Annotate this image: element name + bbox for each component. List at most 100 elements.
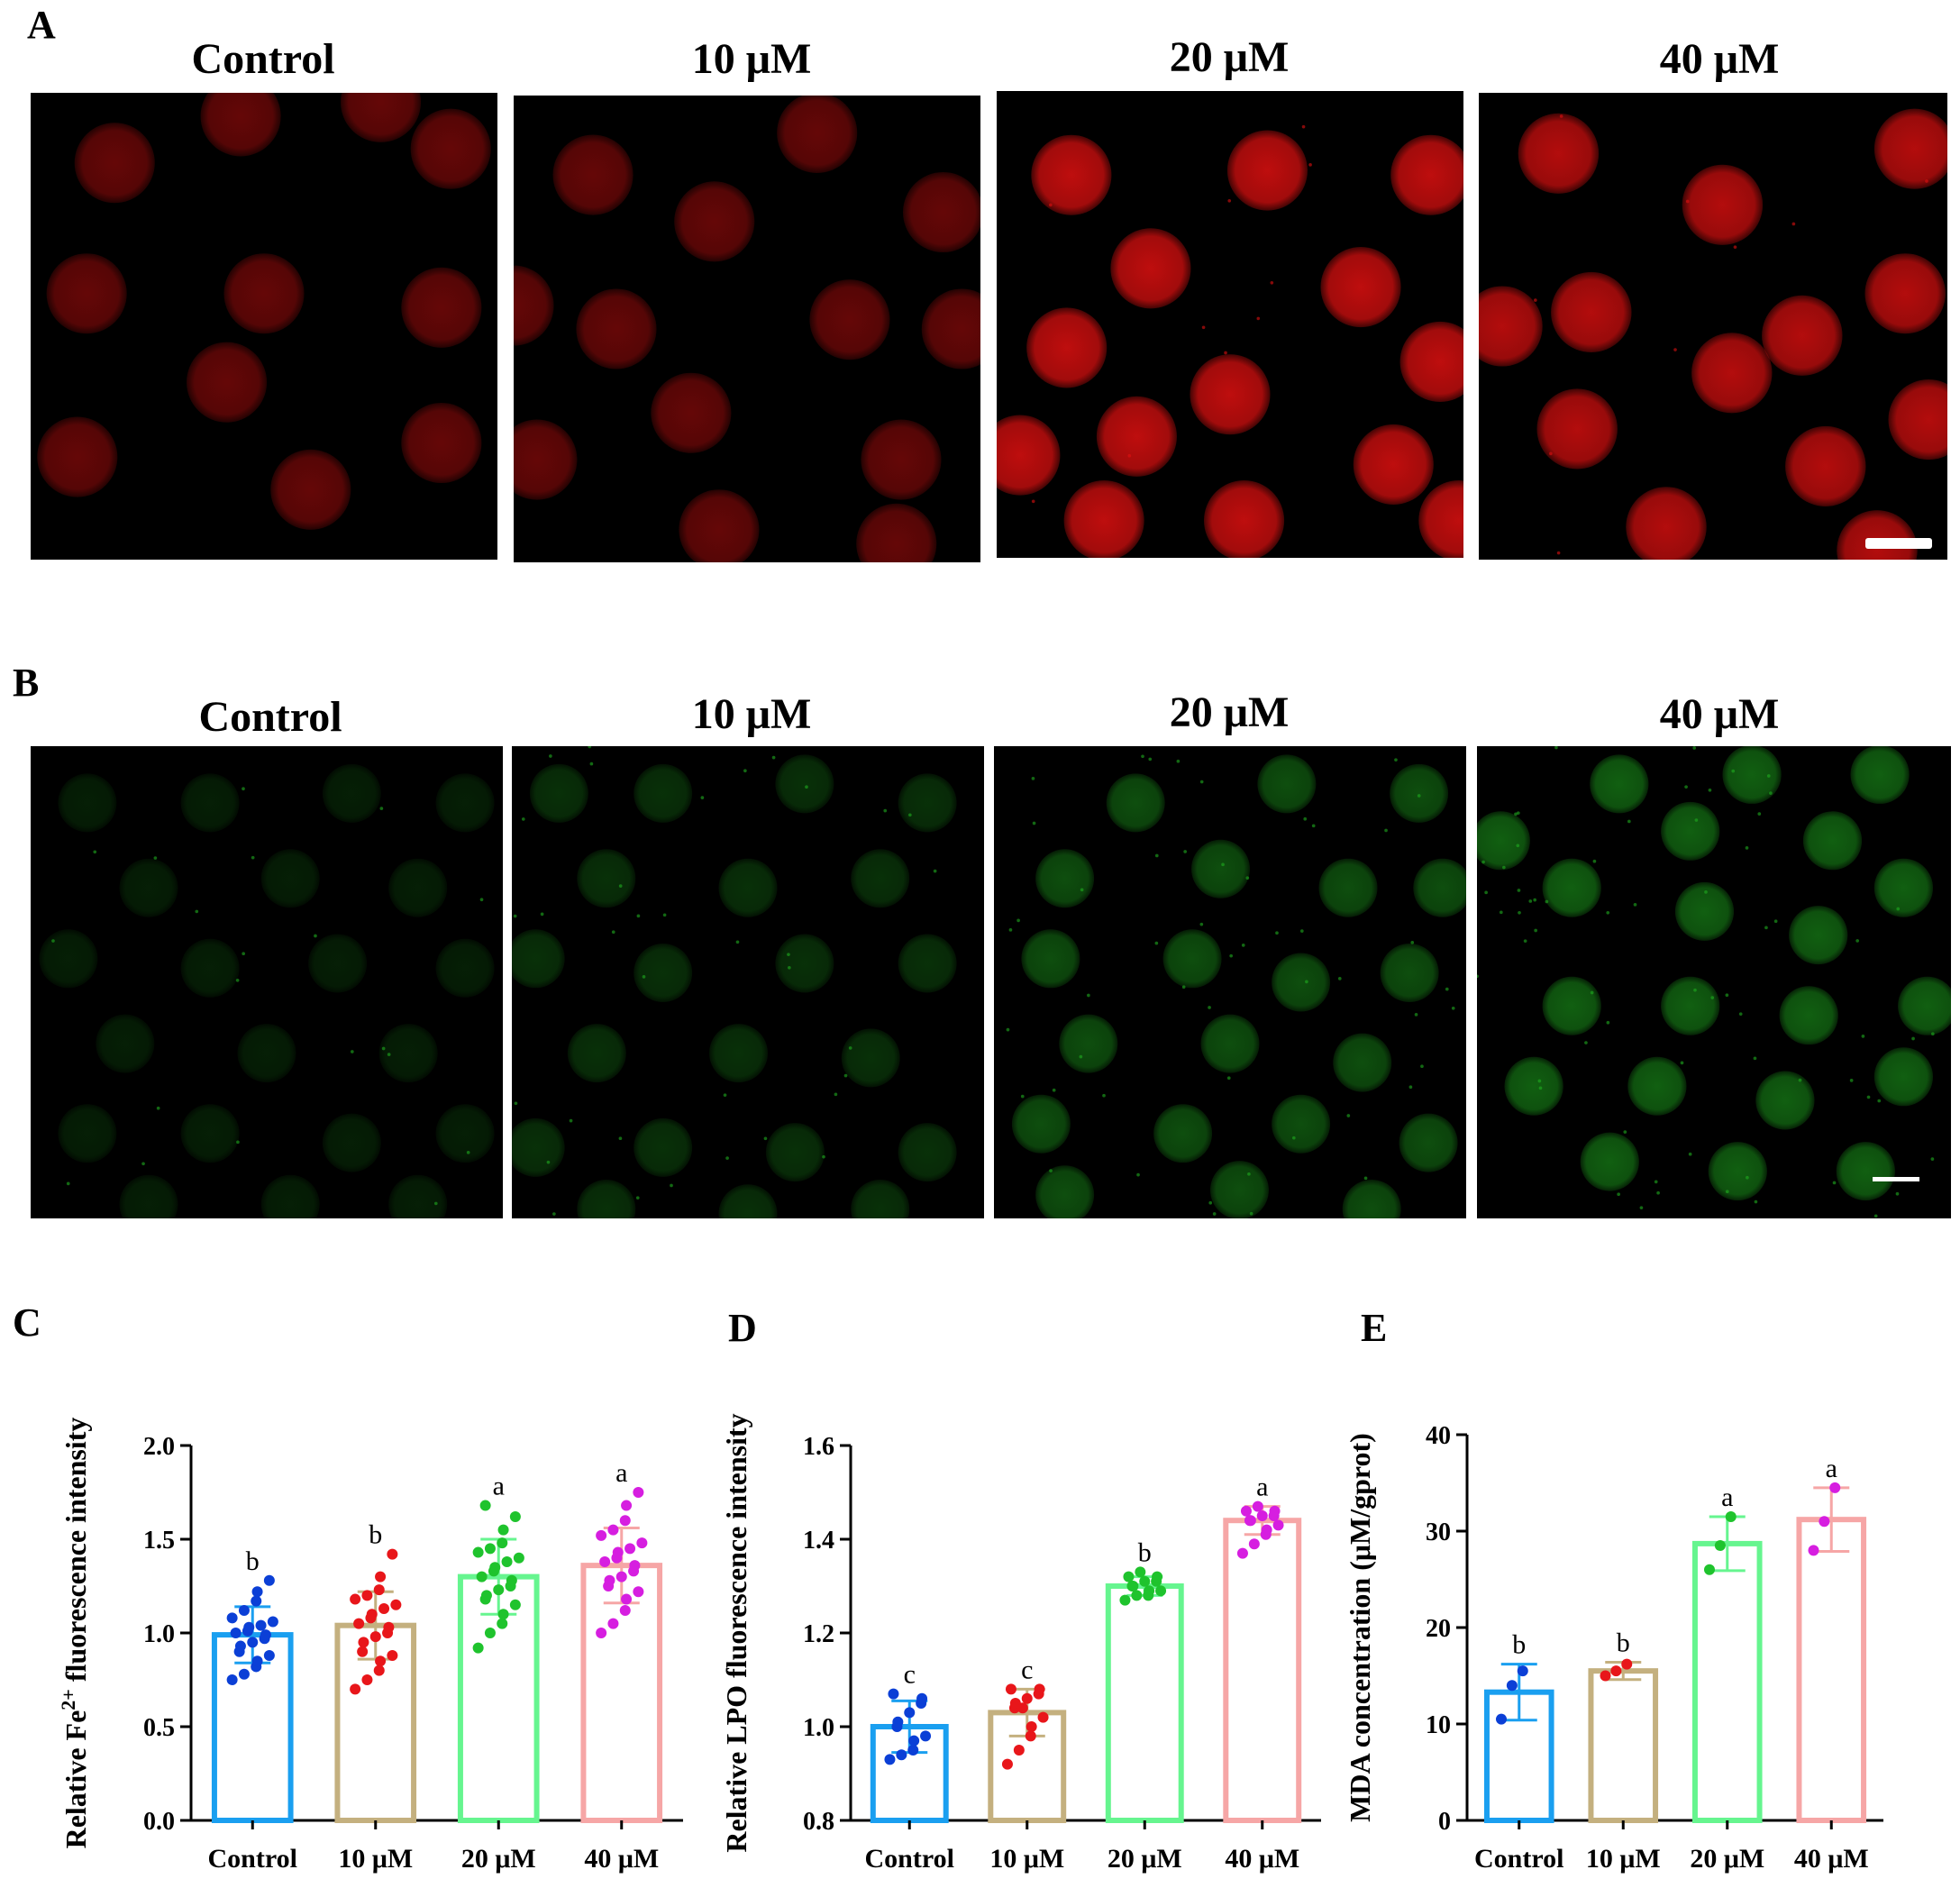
cell [898,1123,957,1182]
cell [74,123,155,204]
data-point [357,1646,369,1657]
significance-letter: b [1617,1628,1630,1658]
cell [1762,295,1843,376]
data-point [1808,1545,1819,1556]
data-point [247,1637,259,1648]
data-point [1600,1670,1611,1682]
cell [709,1024,769,1083]
data-point [476,1571,488,1582]
y-axis-label: Relative LPO fluorescence intensity [720,1413,752,1852]
cell [388,1174,448,1218]
cell [1518,113,1600,194]
panel-a-title-control: Control [191,35,335,83]
cell [260,1174,320,1218]
data-point [238,1605,250,1617]
cell [1210,1161,1269,1218]
cell [765,1123,825,1182]
cell [1477,811,1530,871]
cell [410,108,491,189]
data-point [1025,1730,1036,1742]
data-point [1037,1711,1049,1723]
significance-letter: b [369,1520,382,1550]
data-point [513,1552,524,1564]
cell [1580,1132,1639,1191]
data-point [497,1537,508,1549]
cell [1399,1113,1458,1172]
data-point [607,1524,619,1536]
cell [1785,425,1866,506]
cell [851,1180,910,1218]
cell [1479,286,1543,367]
data-point [358,1637,369,1648]
cell [39,929,98,989]
data-point [1272,1519,1284,1531]
significance-letter: c [1021,1655,1033,1684]
cell [1674,881,1735,941]
cell [322,1113,381,1172]
panel-a-title-20um: 20 μM [1169,33,1290,81]
cell [180,773,240,833]
cell [223,253,305,334]
y-tick-label: 2.0 [143,1433,175,1461]
data-point [373,1584,385,1596]
x-tick-label: 20 μM [461,1844,536,1874]
data-point [1026,1721,1037,1732]
data-point [1127,1581,1139,1591]
cell [634,1117,693,1177]
micrograph-a-40um-image [1479,93,1947,560]
significance-letter: a [1721,1482,1733,1512]
data-point [484,1543,496,1555]
cell [1162,929,1222,989]
x-tick-label: 20 μM [1690,1844,1764,1874]
y-tick-label: 0 [1438,1808,1451,1836]
data-point [920,1730,932,1742]
cell [435,1104,495,1163]
cell [634,763,693,823]
cell [1626,487,1707,560]
cell [1590,754,1649,814]
significance-letter: a [1256,1473,1268,1502]
data-point [599,1555,611,1567]
cell [1551,271,1632,353]
data-point [1016,1702,1028,1714]
data-point [596,1529,607,1541]
data-point [1610,1665,1622,1677]
micrograph-b-control-image [31,746,503,1218]
data-point [255,1619,267,1631]
data-point [350,1593,361,1605]
cell [1418,480,1463,558]
x-tick-label: 10 μM [989,1844,1064,1874]
bar [1588,1668,1659,1823]
micrograph-b-10um-image [512,746,984,1218]
data-point [472,1546,484,1558]
data-point [226,1674,238,1685]
cell [1272,1094,1331,1154]
data-point [604,1574,615,1586]
cell [270,449,351,530]
micrograph-a-control-image [31,93,497,560]
micrograph-a-20um [997,91,1463,558]
data-point [1139,1575,1151,1587]
data-point [1244,1515,1256,1527]
cell [898,773,957,833]
data-point [234,1640,246,1652]
data-point [636,1537,648,1549]
data-point [1714,1540,1726,1552]
data-point [509,1511,521,1523]
data-point [479,1500,491,1511]
data-point [1819,1516,1830,1528]
micrograph-a-40um [1479,93,1947,560]
data-point [350,1683,361,1695]
cell [1059,1014,1118,1073]
cell [898,934,957,993]
micrograph-a-10um-image [514,96,980,562]
cell [340,93,422,142]
cell [37,416,118,497]
cell [775,754,834,814]
cell [634,944,693,1003]
data-point [1621,1658,1633,1670]
cell [96,1014,155,1073]
data-point [387,1548,398,1560]
data-point [1131,1590,1143,1601]
cell [1873,1047,1934,1107]
